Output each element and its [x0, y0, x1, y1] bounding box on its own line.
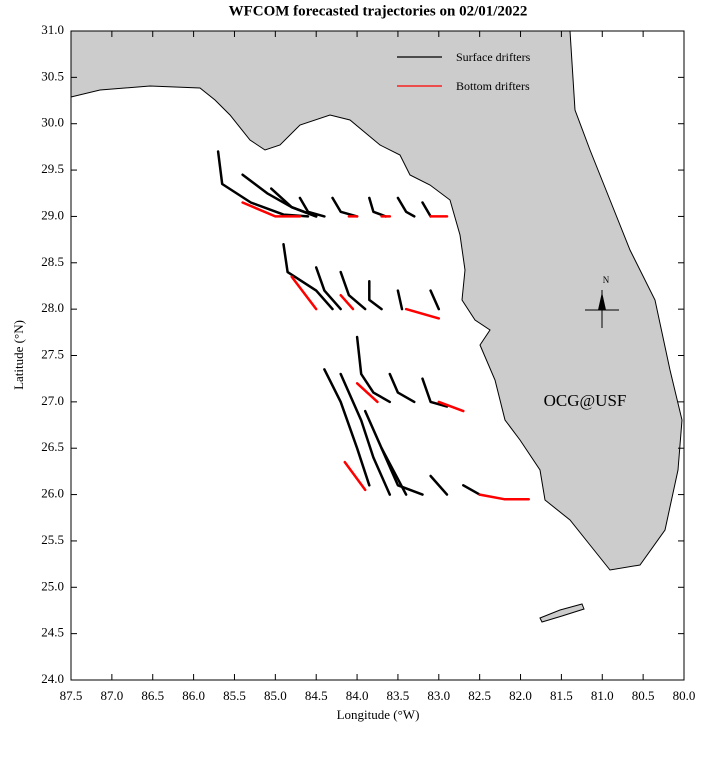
x-tick-label: 86.0 [182, 688, 205, 703]
x-tick-label: 85.5 [223, 688, 246, 703]
legend-label: Bottom drifters [456, 79, 530, 93]
y-tick-label: 24.5 [41, 625, 64, 640]
y-tick-label: 29.0 [41, 207, 64, 222]
x-tick-label: 83.5 [387, 688, 410, 703]
trajectory [368, 280, 383, 311]
trajectory [478, 493, 530, 501]
x-tick-label: 81.0 [591, 688, 614, 703]
y-tick-label: 24.0 [41, 671, 64, 686]
x-tick-label: 83.0 [427, 688, 450, 703]
y-tick-label: 27.5 [41, 346, 64, 361]
trajectory [355, 382, 379, 404]
trajectory [355, 335, 392, 404]
trajectory [290, 275, 318, 311]
y-tick-label: 25.0 [41, 578, 64, 593]
compass-needle [598, 292, 606, 310]
trajectory [404, 307, 441, 320]
y-tick-label: 25.5 [41, 532, 64, 547]
trajectory [314, 266, 342, 311]
x-tick-label: 87.0 [100, 688, 123, 703]
annotation: OCG@USF [544, 391, 627, 410]
trajectory [396, 196, 416, 218]
chart-title: WFCOM forecasted trajectories on 02/01/2… [229, 3, 528, 19]
trajectory [331, 196, 359, 218]
trajectory [241, 201, 302, 218]
trajectory [298, 196, 326, 218]
x-tick-label: 82.5 [468, 688, 491, 703]
y-axis-label: Latitude (°N) [11, 320, 26, 390]
trajectory [437, 400, 465, 413]
x-tick-label: 85.0 [264, 688, 287, 703]
coastline [70, 30, 683, 571]
trajectory [429, 289, 441, 311]
land [70, 30, 683, 623]
trajectory [421, 201, 432, 218]
trajectory [462, 484, 481, 496]
x-tick-label: 87.5 [60, 688, 83, 703]
x-tick-label: 86.5 [141, 688, 164, 703]
y-tick-label: 28.5 [41, 254, 64, 269]
x-tick-label: 80.0 [673, 688, 696, 703]
trajectory [339, 270, 367, 311]
trajectory [368, 196, 387, 218]
trajectory [323, 368, 371, 487]
y-tick-label: 27.0 [41, 393, 64, 408]
x-tick-label: 80.5 [632, 688, 655, 703]
y-tick-label: 31.0 [41, 22, 64, 37]
florida-keys [539, 603, 585, 623]
trajectory [282, 242, 334, 311]
y-tick-label: 30.5 [41, 68, 64, 83]
trajectory [429, 474, 449, 496]
trajectory [343, 460, 367, 492]
x-axis-label: Longitude (°W) [337, 707, 420, 722]
trajectory [396, 289, 404, 311]
trajectory [269, 187, 318, 218]
y-tick-label: 26.5 [41, 439, 64, 454]
compass: N [585, 275, 619, 328]
legend-label: Surface drifters [456, 50, 531, 64]
compass-label: N [603, 275, 610, 285]
x-tick-label: 84.0 [346, 688, 369, 703]
trajectory [339, 372, 392, 496]
x-tick-label: 81.5 [550, 688, 573, 703]
y-tick-label: 30.0 [41, 115, 64, 130]
trajectory [380, 446, 424, 496]
y-tick-label: 28.0 [41, 300, 64, 315]
x-tick-label: 84.5 [305, 688, 328, 703]
trajectory [388, 372, 416, 404]
y-tick-label: 26.0 [41, 486, 64, 501]
trajectory [339, 293, 355, 311]
trajectory [421, 377, 449, 408]
y-tick-label: 29.5 [41, 161, 64, 176]
x-tick-label: 82.0 [509, 688, 532, 703]
